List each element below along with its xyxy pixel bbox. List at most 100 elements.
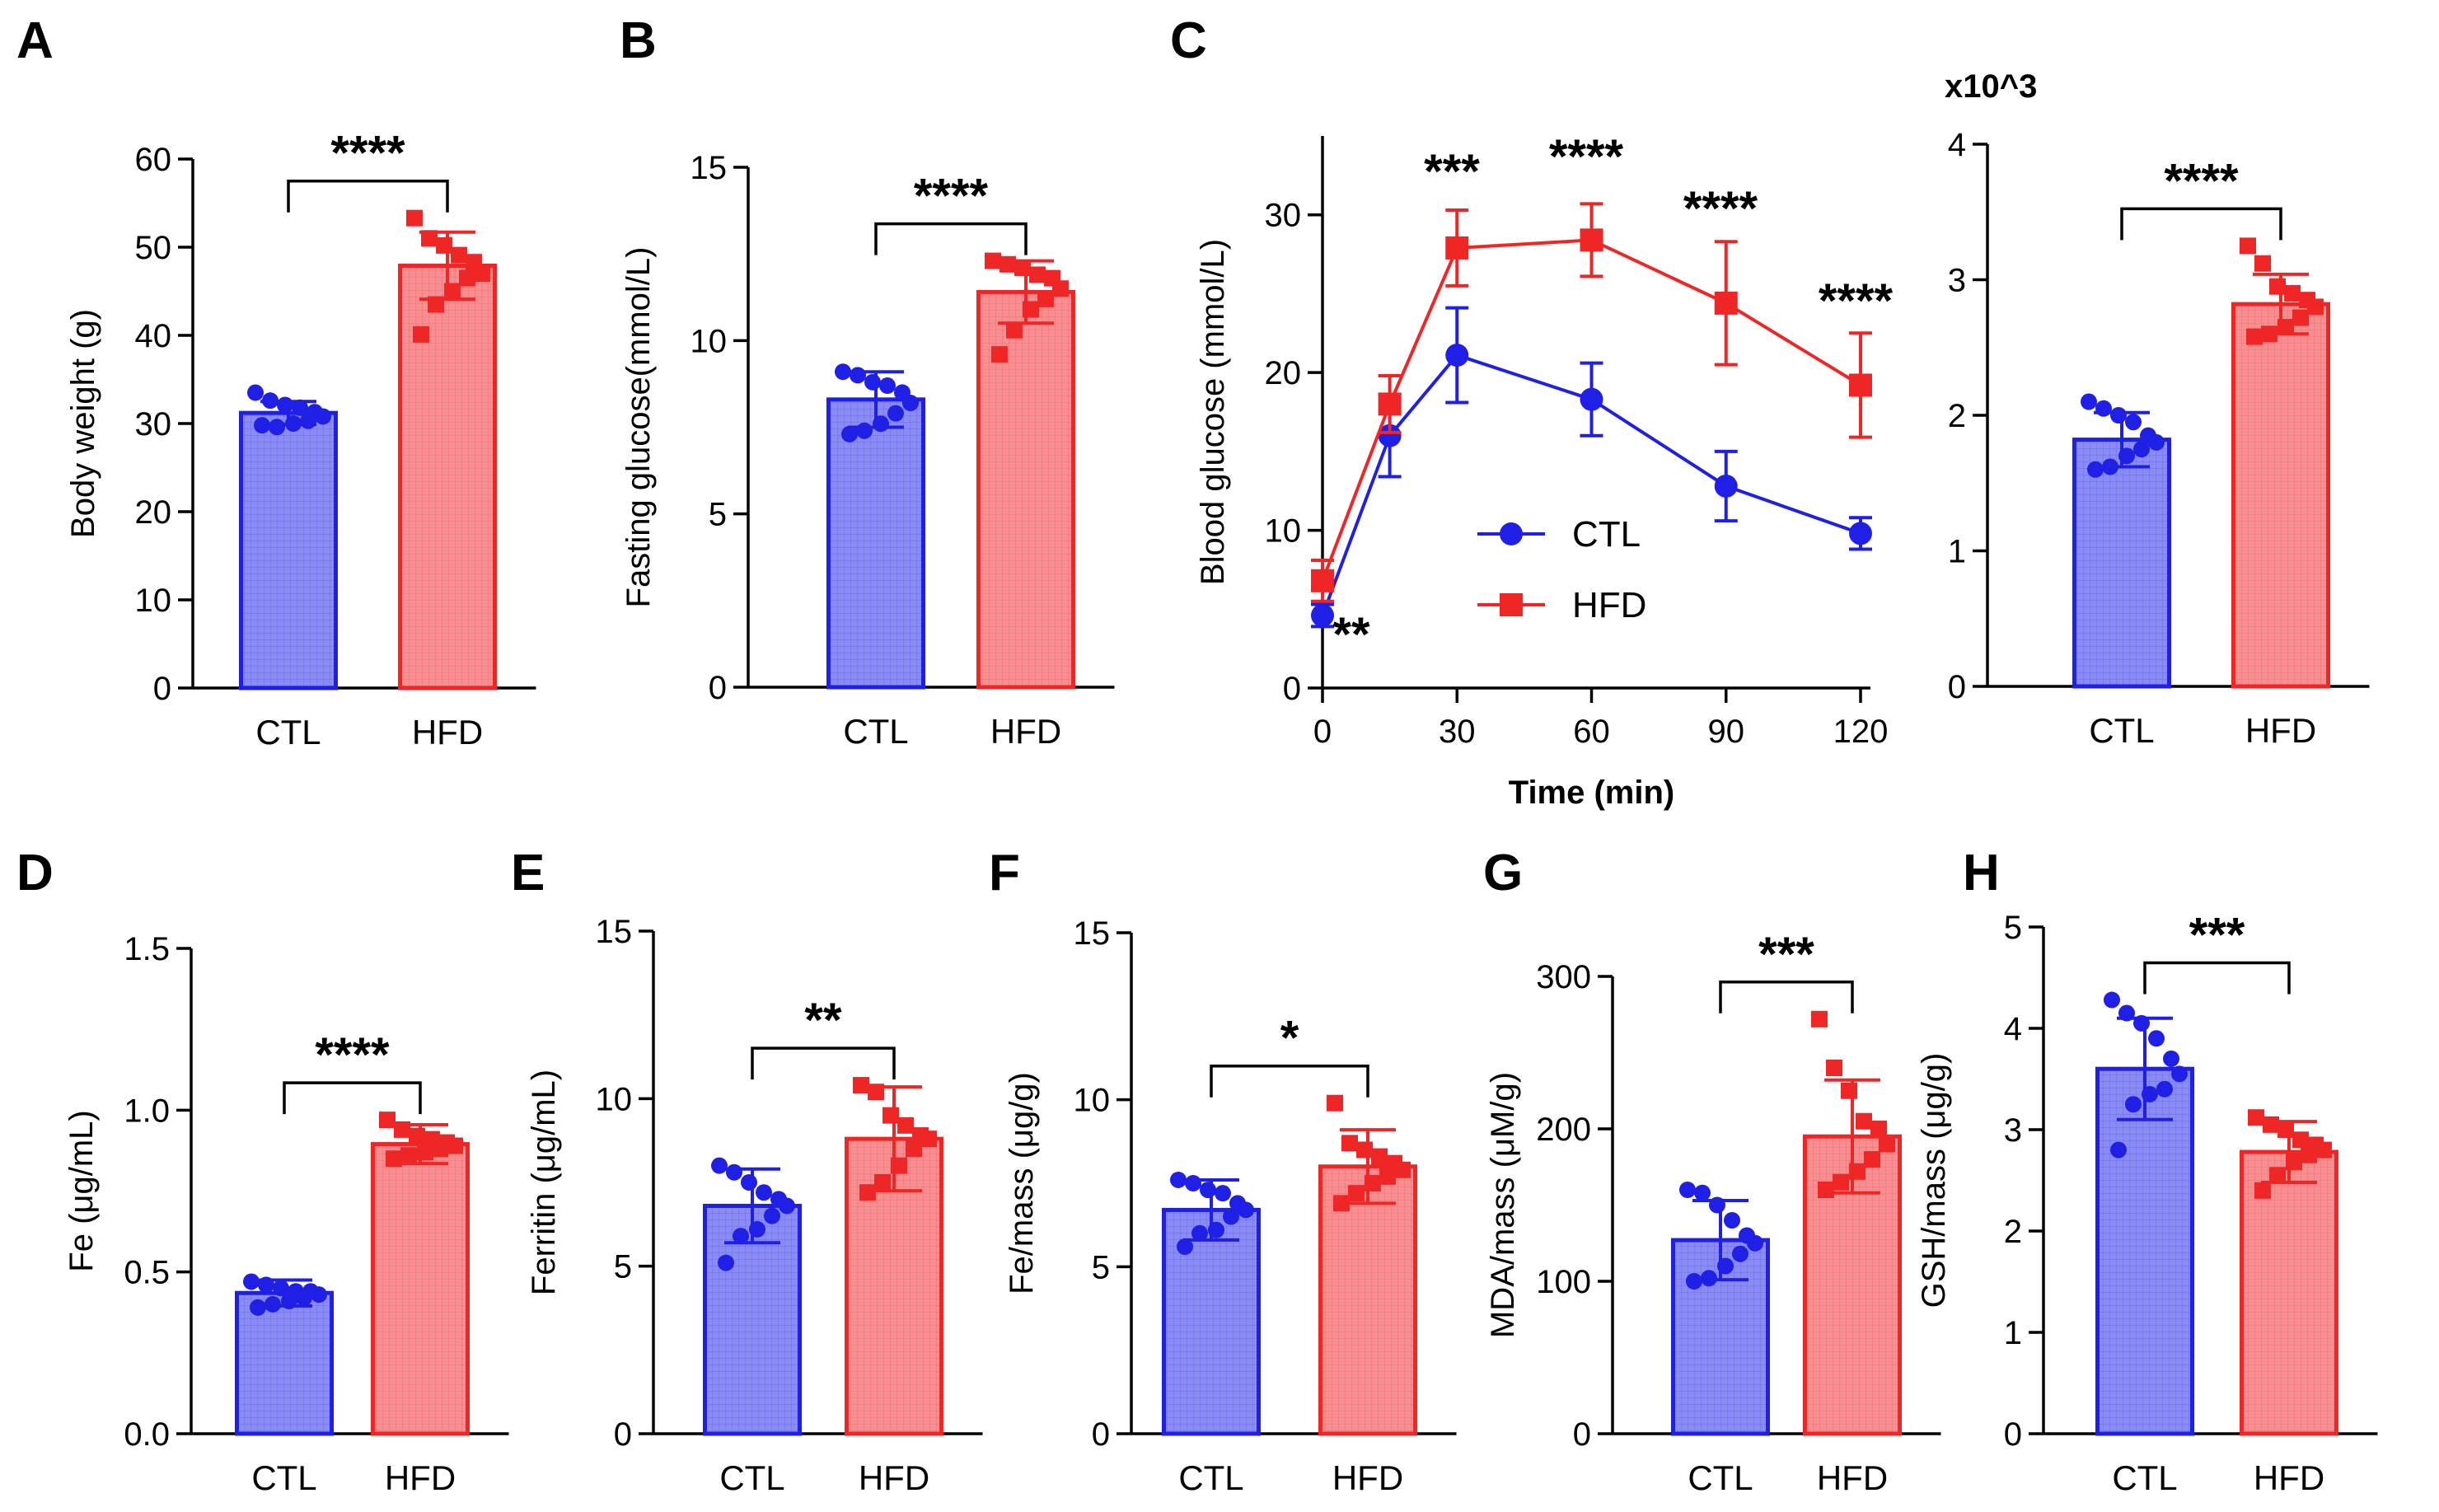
- x-axis-label: Time (min): [1509, 775, 1675, 811]
- y-tick-label: 15: [596, 914, 633, 950]
- y-tick-label: 1: [2004, 1315, 2022, 1351]
- panel-letter: E: [511, 845, 545, 901]
- data-point: [386, 1150, 402, 1168]
- series-line: [1321, 353, 1861, 616]
- data-point: [436, 236, 452, 254]
- data-point: [258, 1276, 274, 1294]
- x-tick-label: 120: [1833, 714, 1889, 750]
- y-tick-label: 5: [614, 1249, 632, 1285]
- data-point: [2148, 433, 2165, 451]
- significance-stars: **: [804, 994, 842, 1047]
- data-point: [2163, 1050, 2179, 1067]
- y-tick-label: 0: [153, 671, 171, 707]
- data-point: [1333, 1195, 1350, 1212]
- category-label: CTL: [2112, 1458, 2177, 1497]
- data-point: [1445, 236, 1469, 260]
- data-point: [281, 1293, 297, 1310]
- data-point: [1849, 373, 1872, 397]
- significance-stars: ***: [1424, 145, 1480, 199]
- data-point: [902, 395, 919, 412]
- data-point: [726, 1163, 742, 1181]
- data-point: [2125, 414, 2142, 431]
- panel-h: H 0 1 2 3 4 5 GSH/mass (μg/g) CTL HFD ***: [1916, 845, 2378, 1497]
- data-point: [1348, 1185, 1365, 1202]
- data-point: [879, 377, 896, 395]
- y-axis-label: GSH/mass (μg/g): [1916, 1053, 1952, 1308]
- data-point: [850, 367, 866, 384]
- panel-a: A 0 10 20 30 40 50 60 Body weight (g) CTL HFD ****: [16, 12, 536, 751]
- data-point: [273, 1280, 289, 1297]
- significance-stars: **: [1332, 608, 1370, 662]
- data-point: [1014, 259, 1031, 276]
- data-point: [2292, 1131, 2309, 1149]
- bar-ctl: [239, 410, 338, 690]
- bar-hfd: [2240, 1149, 2338, 1436]
- data-point: [1826, 1060, 1842, 1076]
- data-point: [1371, 1148, 1388, 1165]
- data-point: [1327, 1094, 1343, 1112]
- data-point: [841, 425, 858, 442]
- bar-ctl: [2072, 438, 2171, 689]
- panel-f: F 0 5 10 15 Fe/mass (μg/g) CTL HFD *: [989, 845, 1457, 1497]
- data-point: [756, 1184, 772, 1201]
- data-point: [2102, 458, 2118, 475]
- data-point: [2307, 298, 2324, 316]
- significance-bracket: [2143, 961, 2291, 995]
- data-point: [1679, 1182, 1696, 1198]
- data-point: [1849, 522, 1872, 545]
- y-tick-label: 0: [2004, 1416, 2022, 1453]
- data-point: [1849, 1163, 1866, 1180]
- data-point: [428, 296, 444, 313]
- category-label: HFD: [859, 1458, 929, 1497]
- category-label: HFD: [990, 712, 1061, 751]
- data-point: [741, 1174, 757, 1191]
- data-point: [421, 230, 438, 247]
- data-point: [1223, 1208, 1239, 1225]
- data-point: [2315, 1141, 2332, 1159]
- y-tick-label: 10: [1265, 513, 1302, 550]
- y-axis-label: Blood glucose (mmol/L): [1195, 239, 1231, 585]
- data-point: [882, 1107, 899, 1124]
- y-tick-label: 0: [1948, 669, 1966, 705]
- panel-letter: B: [620, 12, 657, 69]
- y-tick-label: 1.5: [124, 931, 170, 967]
- y-tick-label: 3: [1948, 263, 1966, 299]
- data-point: [250, 1299, 266, 1316]
- y-tick-label: 4: [1948, 127, 1966, 163]
- data-point: [1833, 1173, 1849, 1191]
- legend-marker-ctl: [1500, 522, 1523, 545]
- panel-letter: C: [1170, 12, 1207, 69]
- category-label: HFD: [2254, 1458, 2324, 1497]
- significance-stars: ****: [1819, 274, 1894, 328]
- y-tick-label: 2: [2004, 1214, 2022, 1250]
- data-point: [864, 373, 881, 391]
- data-point: [1856, 1112, 1872, 1130]
- category-label: CTL: [1688, 1458, 1753, 1497]
- category-label: HFD: [2245, 711, 2316, 750]
- y-tick-label: 10: [135, 583, 172, 619]
- legend: CTL HFD: [1477, 514, 1646, 625]
- y-tick-label: 3: [2004, 1112, 2022, 1149]
- data-point: [733, 1228, 749, 1245]
- series-ctl: [1311, 306, 1872, 629]
- category-label: HFD: [385, 1458, 456, 1497]
- bar-hfd: [2231, 302, 2330, 689]
- data-point: [2110, 407, 2127, 424]
- data-point: [1037, 290, 1054, 307]
- panel-e: E 0 5 10 15 Ferritin (μg/mL) CTL HFD **: [511, 845, 983, 1497]
- y-tick-label: 0: [1573, 1416, 1591, 1453]
- y-tick-label: 15: [1074, 915, 1111, 952]
- data-point: [887, 405, 904, 422]
- panel-letter: F: [989, 845, 1020, 901]
- data-point: [2118, 447, 2135, 465]
- data-point: [1378, 392, 1402, 416]
- data-point: [1238, 1201, 1254, 1219]
- data-point: [459, 269, 475, 287]
- data-point: [991, 346, 1008, 363]
- data-point: [1023, 301, 1039, 318]
- data-point: [873, 415, 889, 433]
- bar-ctl: [826, 397, 925, 690]
- x-tick-label: 90: [1708, 714, 1745, 750]
- data-point: [315, 408, 331, 425]
- data-point: [749, 1220, 765, 1238]
